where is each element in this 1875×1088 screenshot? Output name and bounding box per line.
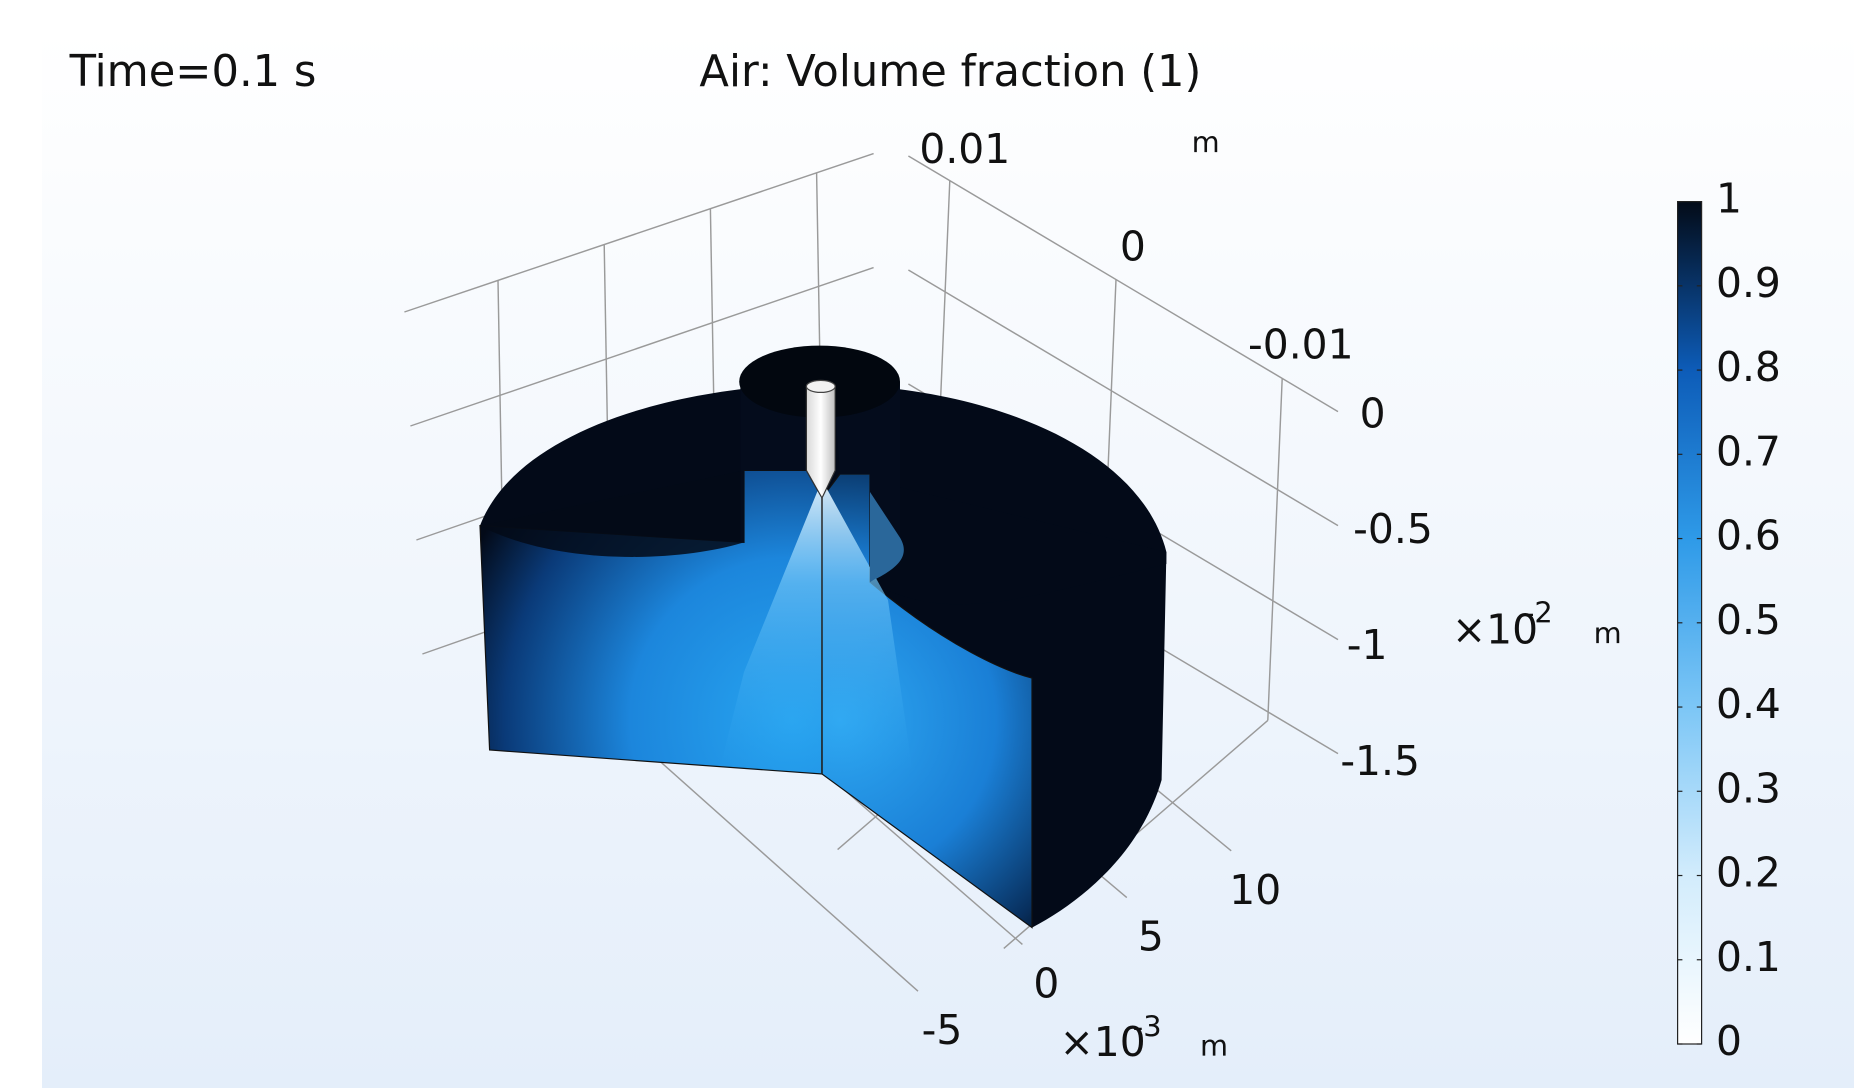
x-axis-unit: m <box>1200 1029 1228 1063</box>
chart-title: Air: Volume fraction (1) <box>699 47 1201 97</box>
colorbar-tick-label: 1 <box>1716 175 1742 223</box>
colorbar-tick-label: 0.5 <box>1716 596 1781 644</box>
z-axis-unit: m <box>1594 616 1622 650</box>
colorbar-tick-label: 0.2 <box>1716 849 1781 897</box>
y-tick-label: 0 <box>1120 223 1146 271</box>
x-tick-label: 5 <box>1138 913 1164 961</box>
x-tick-label: 10 <box>1229 866 1281 914</box>
colorbar-tick-label: 0.3 <box>1716 764 1781 812</box>
scene: Time=0.1 s Air: Volume fraction (1) m ×1… <box>42 30 1854 1088</box>
y-axis-unit: m <box>1192 125 1220 159</box>
z-tick-label: -1 <box>1347 621 1388 669</box>
z-tick-label: 0 <box>1360 389 1386 437</box>
x-axis-exponent: -3 <box>1133 1009 1162 1043</box>
x-tick-label: 0 <box>1033 959 1059 1007</box>
colorbar-tick-label: 0.4 <box>1716 680 1781 728</box>
colorbar-tick-label: 0.9 <box>1716 259 1781 307</box>
x-tick-label: -5 <box>922 1006 963 1054</box>
z-tick-label: -1.5 <box>1340 737 1420 785</box>
z-tick-label: -0.5 <box>1353 505 1433 553</box>
time-label: Time=0.1 s <box>69 47 317 97</box>
nozzle-top <box>806 380 835 392</box>
colorbar-tick-label: 0.8 <box>1716 343 1781 391</box>
colorbar-tick-label: 0.1 <box>1716 933 1781 981</box>
z-axis-exponent: -2 <box>1524 595 1553 629</box>
chart: Time=0.1 s Air: Volume fraction (1) m ×1… <box>0 0 1875 1088</box>
colorbar-tick-label: 0.7 <box>1716 427 1781 475</box>
colorbar-tick-label: 0 <box>1716 1017 1742 1065</box>
y-tick-label: 0.01 <box>919 125 1010 173</box>
colorbar-tick-label: 0.6 <box>1716 512 1781 560</box>
y-tick-label: -0.01 <box>1248 320 1354 368</box>
